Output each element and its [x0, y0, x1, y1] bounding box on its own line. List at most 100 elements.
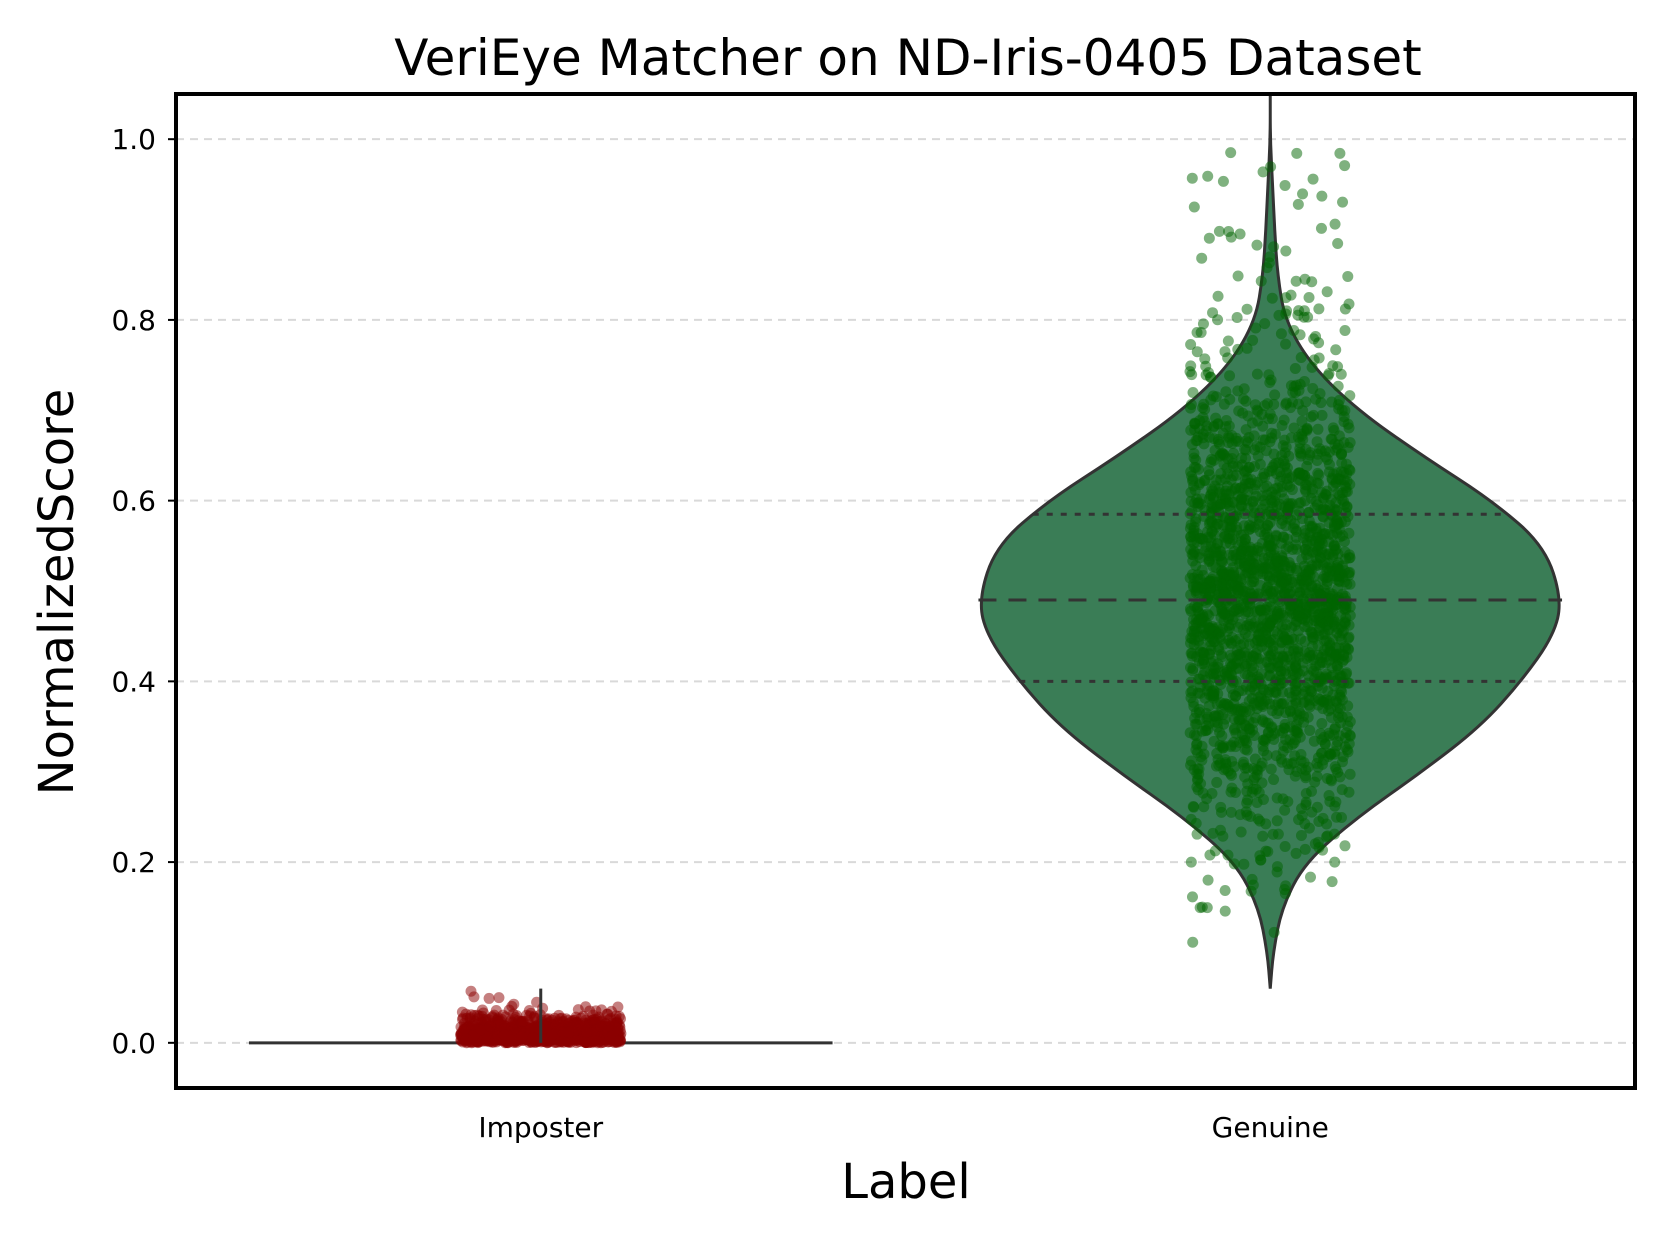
point-genuine [1252, 450, 1264, 462]
plot-frame [174, 92, 1637, 1090]
point-genuine [1322, 685, 1334, 697]
point-genuine [1216, 488, 1228, 500]
point-genuine [1306, 546, 1318, 558]
point-genuine [1344, 768, 1356, 780]
point-genuine [1247, 879, 1259, 891]
point-imposter [468, 991, 480, 1003]
point-genuine [1225, 806, 1237, 818]
point-genuine [1332, 380, 1344, 392]
point-genuine [1338, 535, 1350, 547]
point-genuine [1331, 811, 1343, 823]
point-genuine [1185, 486, 1197, 498]
point-genuine [1212, 290, 1224, 302]
point-imposter [613, 1010, 625, 1022]
point-genuine [1267, 828, 1279, 840]
point-genuine [1218, 458, 1230, 470]
point-genuine [1323, 459, 1335, 471]
point-imposter [475, 1024, 487, 1036]
y-tick-label: 0.0 [111, 1027, 156, 1060]
point-genuine [1277, 686, 1289, 698]
point-genuine [1220, 386, 1232, 398]
point-genuine [1190, 435, 1202, 447]
point-genuine [1305, 492, 1317, 504]
point-genuine [1186, 891, 1198, 903]
point-genuine [1336, 784, 1348, 796]
point-genuine [1191, 346, 1203, 358]
point-genuine [1300, 396, 1312, 408]
point-genuine [1242, 631, 1254, 643]
point-genuine [1343, 463, 1355, 475]
point-genuine [1338, 592, 1350, 604]
point-genuine [1321, 286, 1333, 298]
point-genuine [1196, 725, 1208, 737]
point-genuine [1251, 796, 1263, 808]
point-genuine [1282, 533, 1294, 545]
point-genuine [1329, 544, 1341, 556]
point-imposter [562, 1026, 574, 1038]
point-genuine [1337, 649, 1349, 661]
point-genuine [1244, 811, 1256, 823]
x-axis-label: Label [841, 1154, 971, 1210]
point-genuine [1225, 474, 1237, 486]
point-genuine [1307, 173, 1319, 185]
point-imposter [476, 1004, 488, 1016]
point-genuine [1184, 366, 1196, 378]
point-genuine [1271, 815, 1283, 827]
point-genuine [1297, 405, 1309, 417]
chart-title: VeriEye Matcher on ND-Iris-0405 Dataset [394, 29, 1422, 87]
point-genuine [1311, 455, 1323, 467]
point-genuine [1217, 830, 1229, 842]
point-genuine [1263, 650, 1275, 662]
point-genuine [1335, 684, 1347, 696]
point-imposter [499, 1029, 511, 1041]
point-genuine [1236, 545, 1248, 557]
point-genuine [1326, 472, 1338, 484]
point-genuine [1298, 375, 1310, 387]
point-genuine [1279, 434, 1291, 446]
point-genuine [1194, 714, 1206, 726]
point-genuine [1185, 519, 1197, 531]
point-genuine [1273, 309, 1285, 321]
y-axis-label: NormalizedScore [29, 389, 85, 796]
point-genuine [1265, 763, 1277, 775]
point-genuine [1260, 845, 1272, 857]
y-tick-label: 0.4 [111, 665, 156, 698]
point-genuine [1339, 324, 1351, 336]
point-genuine [1199, 403, 1211, 415]
point-genuine [1290, 539, 1302, 551]
point-genuine [1241, 342, 1253, 354]
point-genuine [1242, 669, 1254, 681]
point-genuine [1188, 700, 1200, 712]
point-genuine [1294, 707, 1306, 719]
point-genuine [1256, 714, 1268, 726]
point-genuine [1203, 465, 1215, 477]
point-genuine [1299, 479, 1311, 491]
point-genuine [1225, 741, 1237, 753]
point-genuine [1199, 353, 1211, 365]
point-genuine [1290, 275, 1302, 287]
point-imposter [507, 1008, 519, 1020]
point-genuine [1186, 172, 1198, 184]
point-genuine [1307, 383, 1319, 395]
point-genuine [1284, 402, 1296, 414]
point-genuine [1342, 632, 1354, 644]
point-genuine [1323, 730, 1335, 742]
point-genuine [1186, 548, 1198, 560]
point-genuine [1259, 498, 1271, 510]
point-imposter [457, 1024, 469, 1036]
point-genuine [1241, 303, 1253, 315]
point-genuine [1218, 449, 1230, 461]
point-genuine [1276, 628, 1288, 640]
point-genuine [1190, 817, 1202, 829]
point-genuine [1329, 616, 1341, 628]
point-genuine [1290, 662, 1302, 674]
point-genuine [1228, 529, 1240, 541]
point-genuine [1259, 318, 1271, 330]
point-imposter [546, 1029, 558, 1041]
point-genuine [1280, 338, 1292, 350]
point-genuine [1209, 663, 1221, 675]
point-genuine [1232, 343, 1244, 355]
point-genuine [1215, 578, 1227, 590]
point-genuine [1232, 270, 1244, 282]
point-imposter [603, 1020, 615, 1032]
